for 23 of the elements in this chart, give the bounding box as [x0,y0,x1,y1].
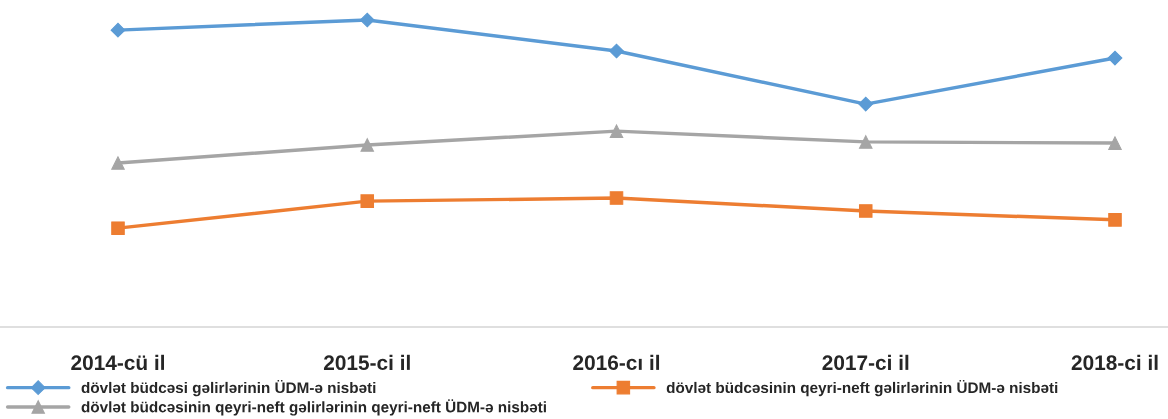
x-tick-label: 2018-ci il [1071,354,1158,371]
point [1107,50,1123,66]
point [360,138,375,152]
point [110,22,126,38]
x-tick-label: 2014-cü il [71,354,165,371]
legend-label: dövlət büdcəsinin qeyri-neft gəlirlərinin qeyri-neft ÜDM-ə nisbəti [81,399,546,416]
point [609,124,624,138]
point [1108,213,1122,227]
point [609,191,624,205]
point [858,204,873,218]
legend-label: dövlət büdcəsi gəlirlərinin ÜDM-ə nisbəti [81,379,376,397]
point [858,96,874,112]
point [111,221,125,235]
point [360,194,375,208]
legend-label: dövlət büdcəsinin qeyri-neft gəlirlərinin ÜDM-ə nisbəti [666,379,1058,397]
point [1108,136,1122,150]
point [858,135,873,149]
point [609,43,624,59]
x-tick-label: 2016-cı il [573,354,660,371]
x-tick-label: 2015-ci il [323,354,410,371]
x-tick-label: 2017-ci il [822,354,909,371]
point [111,156,125,170]
point [359,12,375,28]
